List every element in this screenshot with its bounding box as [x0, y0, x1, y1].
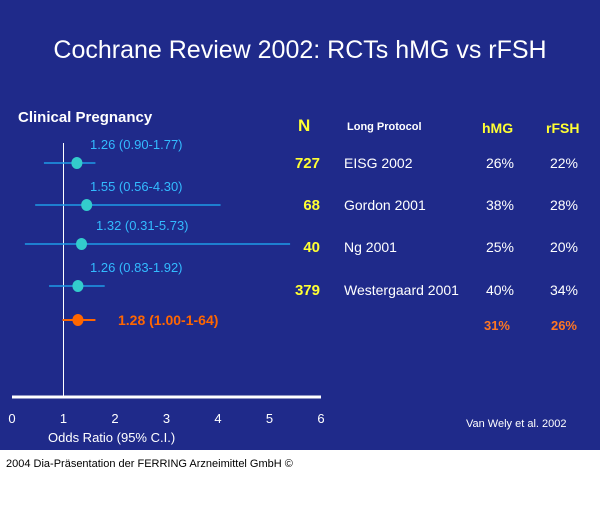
study-point — [72, 280, 84, 292]
study-point — [71, 157, 83, 169]
forest-plot: 0 1 2 3 4 5 6 Odds Ratio (95% C.I.) 1.26 (0.90-1… — [8, 137, 324, 445]
row-hmg: 38% — [485, 197, 514, 213]
row-n: 727 — [294, 155, 320, 172]
pooled-point — [72, 314, 84, 326]
row-rfsh: 22% — [549, 155, 578, 171]
study-or-label: 1.26 (0.83-1.92) — [90, 260, 183, 275]
x-tick-label: 3 — [163, 411, 170, 426]
row-n: 379 — [294, 282, 320, 299]
row-study: EISG 2002 — [344, 155, 413, 171]
header-hmg: hMG — [482, 120, 514, 136]
study-or-label: 1.26 (0.90-1.77) — [90, 137, 183, 152]
x-tick-label: 1 — [60, 411, 67, 426]
study-point — [76, 238, 88, 250]
pooled-hmg: 31% — [483, 318, 510, 333]
x-tick-label: 0 — [8, 411, 15, 426]
slide-title: Cochrane Review 2002: RCTs hMG vs rFSH — [53, 36, 547, 64]
x-tick-label: 2 — [111, 411, 118, 426]
pooled-rfsh: 26% — [550, 318, 577, 333]
header-rfsh: rFSH — [546, 120, 580, 136]
chart-subtitle: Clinical Pregnancy — [18, 109, 153, 126]
row-rfsh: 20% — [549, 239, 578, 255]
slide-background — [0, 0, 600, 450]
source-citation: Van Wely et al. 2002 — [466, 418, 567, 430]
x-tick-label: 5 — [266, 411, 273, 426]
row-study: Gordon 2001 — [344, 197, 426, 213]
row-rfsh: 28% — [549, 197, 578, 213]
row-study: Westergaard 2001 — [344, 282, 459, 298]
x-axis-label: Odds Ratio (95% C.I.) — [48, 430, 175, 445]
row-hmg: 40% — [485, 282, 514, 298]
footer-copyright: 2004 Dia-Präsentation der FERRING Arznei… — [6, 458, 293, 470]
row-n: 40 — [303, 239, 320, 256]
row-rfsh: 34% — [549, 282, 578, 298]
study-or-label: 1.55 (0.56-4.30) — [90, 179, 183, 194]
row-hmg: 25% — [485, 239, 514, 255]
row-study: Ng 2001 — [344, 239, 397, 255]
header-long-protocol: Long Protocol — [347, 121, 422, 133]
header-n: N — [298, 116, 311, 135]
study-or-label: 1.32 (0.31-5.73) — [96, 218, 189, 233]
row-hmg: 26% — [485, 155, 514, 171]
pooled-or-label: 1.28 (1.00-1-64) — [118, 312, 218, 328]
x-tick-label: 6 — [317, 411, 324, 426]
study-point — [81, 199, 93, 211]
row-n: 68 — [303, 197, 320, 214]
x-tick-label: 4 — [214, 411, 221, 426]
